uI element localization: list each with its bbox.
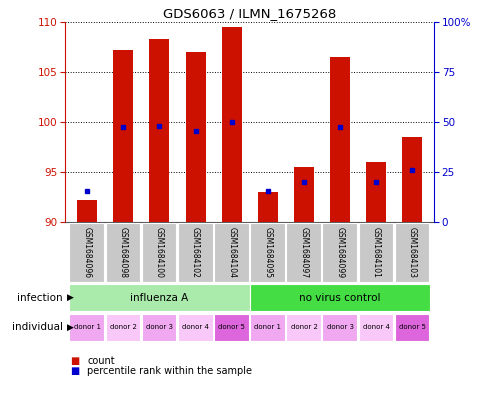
Text: individual: individual xyxy=(12,322,63,332)
Text: GSM1684100: GSM1684100 xyxy=(154,227,164,278)
Text: GSM1684102: GSM1684102 xyxy=(191,227,200,278)
Bar xyxy=(113,50,133,222)
Bar xyxy=(286,314,320,341)
Text: GSM1684097: GSM1684097 xyxy=(299,227,308,278)
Bar xyxy=(69,223,104,282)
Text: percentile rank within the sample: percentile rank within the sample xyxy=(87,366,252,376)
Title: GDS6063 / ILMN_1675268: GDS6063 / ILMN_1675268 xyxy=(163,7,336,20)
Text: ▶: ▶ xyxy=(67,293,74,302)
Bar xyxy=(149,39,169,222)
Bar xyxy=(141,314,176,341)
Bar xyxy=(213,223,248,282)
Text: donor 2: donor 2 xyxy=(110,324,136,330)
Text: donor 5: donor 5 xyxy=(398,324,425,330)
Bar xyxy=(330,57,349,222)
Bar xyxy=(106,314,140,341)
Bar xyxy=(249,284,430,311)
Bar xyxy=(106,223,140,282)
Text: GSM1684104: GSM1684104 xyxy=(227,227,236,278)
Text: donor 4: donor 4 xyxy=(362,324,389,330)
Bar xyxy=(185,51,205,222)
Bar xyxy=(394,314,428,341)
Bar xyxy=(178,223,212,282)
Text: GSM1684101: GSM1684101 xyxy=(371,227,380,278)
Text: donor 5: donor 5 xyxy=(218,324,244,330)
Bar xyxy=(250,314,284,341)
Bar xyxy=(286,223,320,282)
Bar xyxy=(69,314,104,341)
Bar xyxy=(221,27,241,222)
Bar xyxy=(402,137,422,222)
Text: GSM1684098: GSM1684098 xyxy=(119,227,127,278)
Text: GSM1684099: GSM1684099 xyxy=(335,227,344,278)
Bar xyxy=(293,167,313,222)
Bar xyxy=(365,162,385,222)
Bar xyxy=(358,314,393,341)
Bar xyxy=(77,200,97,222)
Text: count: count xyxy=(87,356,115,366)
Bar xyxy=(213,314,248,341)
Text: ■: ■ xyxy=(70,366,79,376)
Text: donor 1: donor 1 xyxy=(74,324,101,330)
Text: infection: infection xyxy=(17,293,63,303)
Bar xyxy=(141,223,176,282)
Text: donor 3: donor 3 xyxy=(326,324,353,330)
Bar xyxy=(250,223,284,282)
Bar xyxy=(394,223,428,282)
Bar xyxy=(358,223,393,282)
Bar xyxy=(178,314,212,341)
Bar xyxy=(322,223,356,282)
Bar xyxy=(257,192,277,222)
Text: ▶: ▶ xyxy=(67,323,74,332)
Text: GSM1684096: GSM1684096 xyxy=(82,227,91,278)
Bar xyxy=(69,284,249,311)
Text: GSM1684095: GSM1684095 xyxy=(263,227,272,278)
Text: influenza A: influenza A xyxy=(130,293,188,303)
Text: donor 2: donor 2 xyxy=(290,324,317,330)
Text: no virus control: no virus control xyxy=(299,293,380,303)
Text: donor 1: donor 1 xyxy=(254,324,281,330)
Text: donor 4: donor 4 xyxy=(182,324,209,330)
Text: ■: ■ xyxy=(70,356,79,366)
Text: donor 3: donor 3 xyxy=(146,324,173,330)
Bar xyxy=(322,314,356,341)
Text: GSM1684103: GSM1684103 xyxy=(407,227,416,278)
